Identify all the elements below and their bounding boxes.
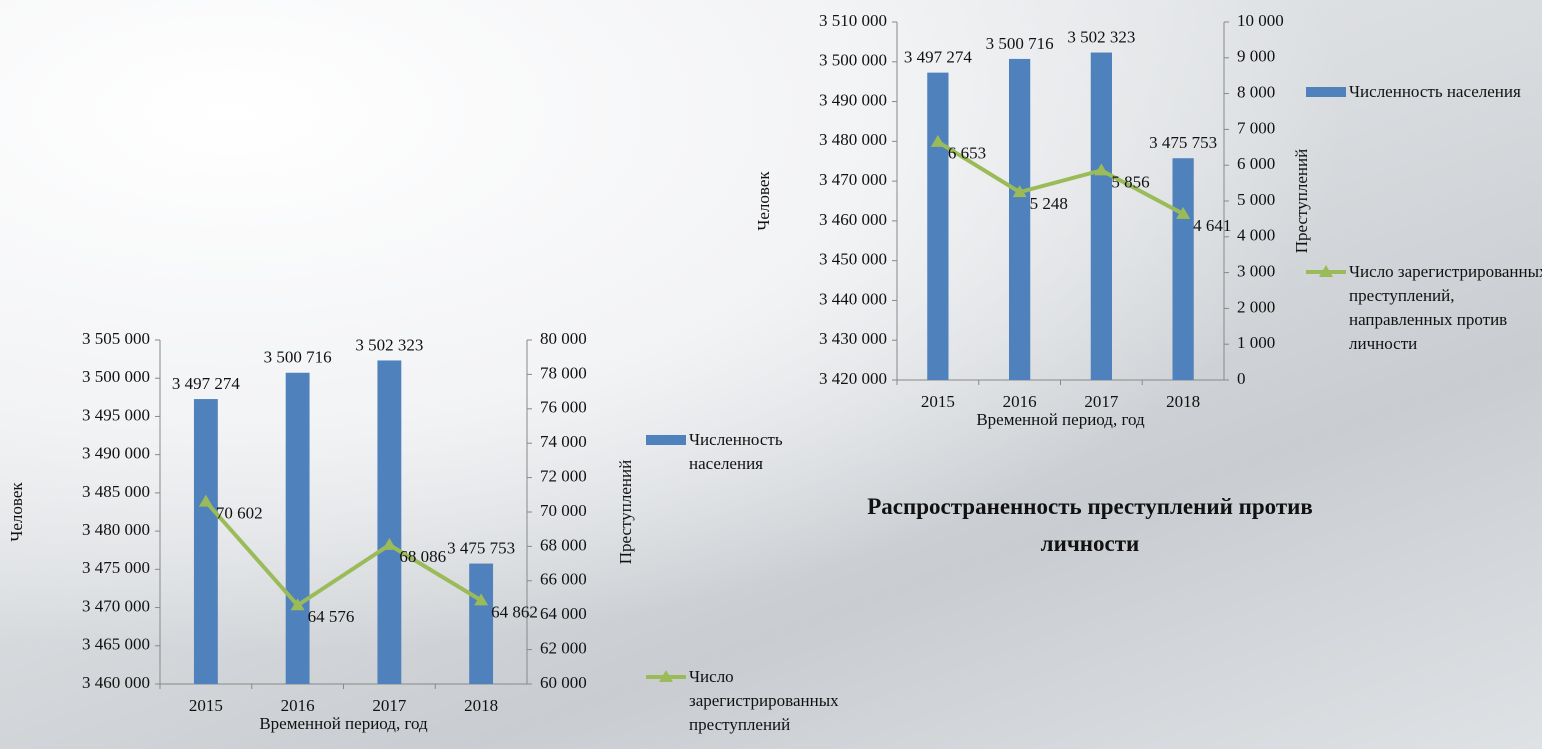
x-tick-label: 2016 bbox=[281, 696, 315, 715]
y-tick-label: 3 460 000 bbox=[82, 673, 150, 692]
y-tick-label: 3 495 000 bbox=[82, 405, 150, 424]
y2-axis-title: Преступлений bbox=[616, 460, 635, 564]
x-tick-label: 2017 bbox=[372, 696, 407, 715]
charts: 3 460 000 3 465 000 3 470 000 3 475 000 3 48… bbox=[0, 0, 1542, 749]
x-axis-title: Временной период, год bbox=[259, 714, 428, 733]
line-value-label: 5 248 bbox=[1030, 194, 1068, 213]
y-tick-label: 3 420 000 bbox=[819, 369, 887, 388]
bar bbox=[377, 360, 401, 684]
y2-tick-label: 80 000 bbox=[540, 329, 587, 348]
y-tick-label: 3 480 000 bbox=[819, 130, 887, 149]
y2-tick-label: 64 000 bbox=[540, 604, 587, 623]
y2-tick-label: 74 000 bbox=[540, 432, 587, 451]
bar bbox=[286, 373, 310, 684]
x-tick-label: 2016 bbox=[1003, 392, 1037, 411]
y2-tick-label: 10 000 bbox=[1237, 11, 1284, 30]
bar-value-label: 3 500 716 bbox=[264, 348, 332, 367]
bar-value-label: 3 475 753 bbox=[447, 538, 515, 557]
y2-tick-label: 9 000 bbox=[1237, 47, 1275, 66]
bar bbox=[1009, 59, 1030, 380]
bar bbox=[1172, 158, 1193, 380]
bar-value-label: 3 475 753 bbox=[1149, 133, 1217, 152]
x-tick-label: 2017 bbox=[1084, 392, 1119, 411]
y2-tick-label: 72 000 bbox=[540, 467, 587, 486]
bar-value-label: 3 502 323 bbox=[1067, 27, 1135, 46]
y-tick-label: 3 470 000 bbox=[82, 596, 150, 615]
y-tick-label: 3 475 000 bbox=[82, 558, 150, 577]
line-value-label: 4 641 bbox=[1193, 216, 1231, 235]
y-tick-label: 3 480 000 bbox=[82, 520, 150, 539]
y-tick-label: 3 500 000 bbox=[82, 367, 150, 386]
slide: 3 460 000 3 465 000 3 470 000 3 475 000 3 48… bbox=[0, 0, 1542, 749]
x-tick-label: 2018 bbox=[1166, 392, 1200, 411]
y2-tick-label: 68 000 bbox=[540, 535, 587, 554]
line-value-label: 6 653 bbox=[948, 144, 986, 163]
bar-value-label: 3 497 274 bbox=[904, 48, 973, 67]
y2-tick-label: 3 000 bbox=[1237, 262, 1275, 281]
y-tick-label: 3 430 000 bbox=[819, 329, 887, 348]
y2-tick-label: 78 000 bbox=[540, 363, 587, 382]
y2-tick-label: 1 000 bbox=[1237, 333, 1275, 352]
bar-value-label: 3 502 323 bbox=[355, 335, 423, 354]
line-value-label: 70 602 bbox=[216, 504, 263, 523]
y-tick-label: 3 460 000 bbox=[819, 210, 887, 229]
line-value-label: 64 576 bbox=[308, 607, 355, 626]
y2-tick-label: 70 000 bbox=[540, 501, 587, 520]
line-value-label: 68 086 bbox=[399, 547, 446, 566]
x-axis-title: Временной период, год bbox=[976, 410, 1145, 429]
legend-label: Численность населения bbox=[1349, 80, 1542, 104]
x-tick-label: 2015 bbox=[189, 696, 223, 715]
bar bbox=[1091, 53, 1112, 380]
legend-label: Численность населения bbox=[689, 428, 849, 476]
y2-tick-label: 62 000 bbox=[540, 639, 587, 658]
bar bbox=[194, 399, 218, 684]
y-axis-title: Человек bbox=[754, 171, 773, 231]
y-tick-label: 3 470 000 bbox=[819, 170, 887, 189]
y-axis-title: Человек bbox=[7, 482, 26, 542]
y-tick-label: 3 510 000 bbox=[819, 11, 887, 30]
bar-value-label: 3 500 716 bbox=[986, 34, 1054, 53]
y2-tick-label: 60 000 bbox=[540, 673, 587, 692]
y-tick-label: 3 465 000 bbox=[82, 635, 150, 654]
y2-tick-label: 8 000 bbox=[1237, 83, 1275, 102]
y-tick-label: 3 490 000 bbox=[82, 444, 150, 463]
y2-tick-label: 5 000 bbox=[1237, 190, 1275, 209]
y2-tick-label: 76 000 bbox=[540, 398, 587, 417]
legend-label: Число зарегистрированных преступлений, н… bbox=[1349, 260, 1542, 356]
caption: Распространенность преступлений против л… bbox=[850, 488, 1330, 562]
y2-tick-label: 2 000 bbox=[1237, 297, 1275, 316]
bar bbox=[469, 564, 493, 684]
legend-label: Число зарегистрированных преступлений bbox=[689, 665, 849, 737]
legend-swatch bbox=[1306, 87, 1346, 97]
y-tick-label: 3 500 000 bbox=[819, 51, 887, 70]
y-tick-label: 3 485 000 bbox=[82, 482, 150, 501]
y2-tick-label: 0 bbox=[1237, 369, 1246, 388]
y2-tick-label: 4 000 bbox=[1237, 226, 1275, 245]
line-value-label: 5 856 bbox=[1111, 172, 1149, 191]
legend-swatch bbox=[646, 435, 686, 445]
x-tick-label: 2015 bbox=[921, 392, 955, 411]
y-tick-label: 3 490 000 bbox=[819, 90, 887, 109]
y2-tick-label: 7 000 bbox=[1237, 118, 1275, 137]
y-tick-label: 3 450 000 bbox=[819, 250, 887, 269]
y2-tick-label: 6 000 bbox=[1237, 154, 1275, 173]
y2-tick-label: 66 000 bbox=[540, 570, 587, 589]
bar-value-label: 3 497 274 bbox=[172, 374, 241, 393]
bar bbox=[927, 73, 948, 380]
y2-axis-title: Преступлений bbox=[1292, 149, 1311, 253]
y-tick-label: 3 440 000 bbox=[819, 289, 887, 308]
y-tick-label: 3 505 000 bbox=[82, 329, 150, 348]
line-value-label: 64 862 bbox=[491, 602, 538, 621]
x-tick-label: 2018 bbox=[464, 696, 498, 715]
